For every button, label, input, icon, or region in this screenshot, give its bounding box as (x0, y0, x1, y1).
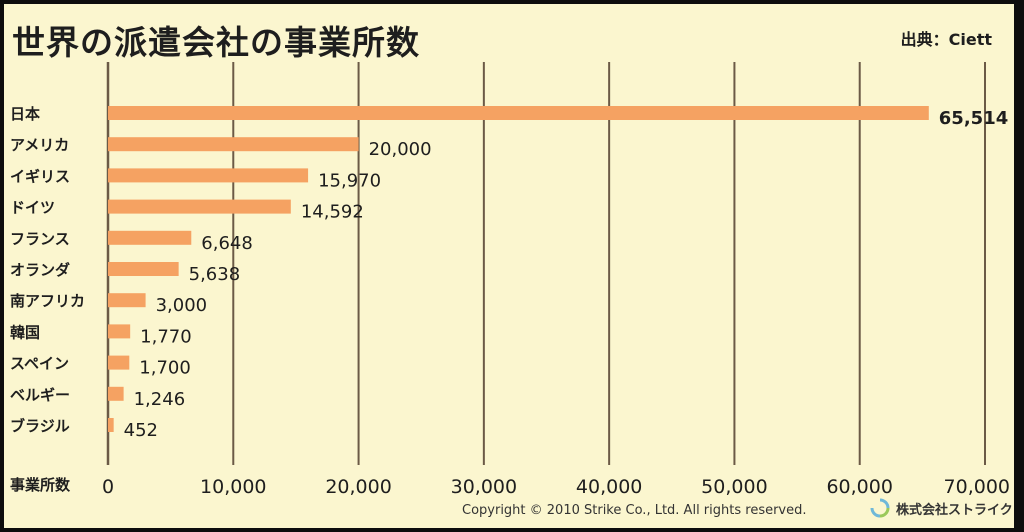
category-label-10: ブラジル (10, 417, 70, 435)
strike-logo-icon (870, 498, 890, 518)
category-label-1: アメリカ (10, 136, 69, 154)
chart-title: 世界の派遣会社の事業所数 (12, 23, 420, 62)
x-tick-label-1: 10,000 (200, 476, 266, 498)
value-label-6: 3,000 (156, 295, 208, 316)
bar-8 (108, 355, 130, 370)
company-logo: 株式会社ストライク (870, 498, 1013, 518)
category-label-0: 日本 (10, 105, 40, 123)
category-label-4: フランス (10, 230, 70, 248)
bar-6 (108, 293, 146, 308)
value-label-4: 6,648 (201, 233, 253, 254)
x-tick-label-6: 60,000 (826, 476, 892, 498)
value-label-7: 1,770 (140, 326, 192, 347)
x-tick-label-2: 20,000 (325, 476, 391, 498)
bar-4 (108, 230, 192, 245)
category-label-9: ベルギー (10, 386, 70, 404)
value-label-1: 20,000 (369, 139, 432, 160)
value-label-10: 452 (124, 420, 158, 441)
category-label-3: ドイツ (10, 199, 55, 217)
x-tick-label-5: 50,000 (701, 476, 767, 498)
x-tick-label-0: 0 (102, 476, 114, 498)
value-label-0: 65,514 (939, 108, 1008, 129)
x-tick-label-3: 30,000 (451, 476, 517, 498)
source-note: 出典：Ciett (900, 30, 992, 49)
bar-5 (108, 262, 179, 276)
value-label-9: 1,246 (134, 389, 186, 410)
bar-10 (108, 418, 114, 432)
bar-2 (108, 168, 309, 183)
category-label-8: スペイン (10, 355, 69, 373)
bar-1 (108, 137, 359, 152)
x-axis-title: 事業所数 (10, 476, 71, 494)
x-tick-label-7: 70,000 (944, 476, 1010, 498)
bar-0 (108, 106, 929, 120)
x-tick-label-4: 40,000 (576, 476, 642, 498)
value-label-5: 5,638 (189, 264, 241, 285)
category-label-5: オランダ (10, 261, 70, 279)
value-label-3: 14,592 (301, 202, 364, 223)
category-label-7: 韓国 (10, 323, 40, 341)
bar-9 (108, 386, 124, 401)
category-label-6: 南アフリカ (10, 292, 85, 310)
bar-3 (108, 199, 291, 214)
company-name: 株式会社ストライク (896, 502, 1013, 518)
value-label-8: 1,700 (139, 358, 191, 379)
value-label-2: 15,970 (318, 170, 381, 191)
bar-7 (108, 324, 131, 339)
copyright-text: Copyright © 2010 Strike Co., Ltd. All ri… (462, 503, 807, 518)
category-label-2: イギリス (10, 167, 70, 185)
